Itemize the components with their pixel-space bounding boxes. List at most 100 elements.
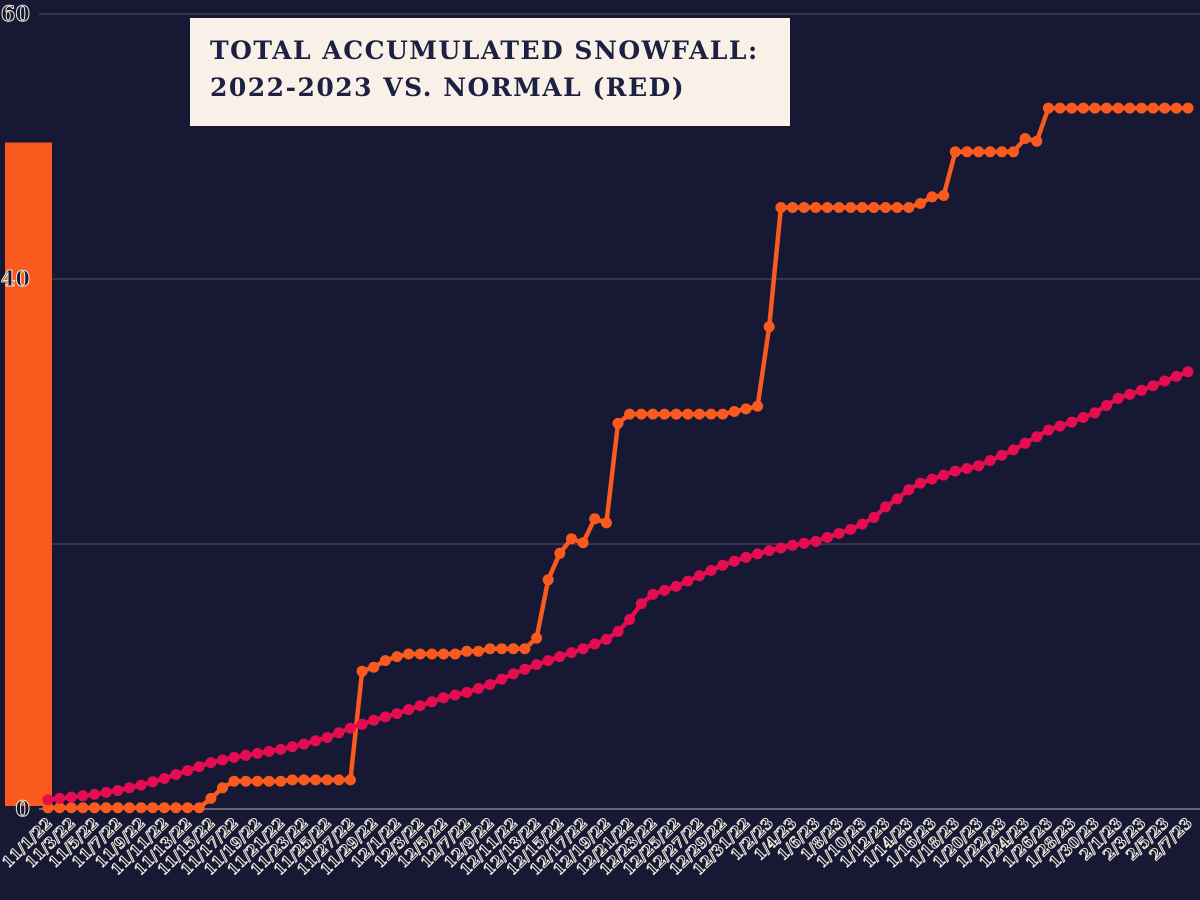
point-normal bbox=[391, 708, 403, 720]
point-normal bbox=[589, 638, 601, 650]
point-actual-2022-2023 bbox=[519, 643, 531, 655]
point-actual-2022-2023 bbox=[1019, 133, 1031, 144]
point-actual-2022-2023 bbox=[996, 146, 1008, 158]
point-normal bbox=[1019, 437, 1031, 449]
point-actual-2022-2023 bbox=[705, 408, 717, 420]
point-actual-2022-2023 bbox=[926, 191, 938, 203]
point-normal bbox=[205, 757, 217, 769]
point-normal bbox=[356, 718, 368, 730]
point-actual-2022-2023 bbox=[1170, 102, 1182, 114]
point-normal bbox=[449, 689, 461, 701]
point-actual-2022-2023 bbox=[1159, 102, 1171, 114]
point-actual-2022-2023 bbox=[333, 774, 345, 786]
point-actual-2022-2023 bbox=[1112, 102, 1124, 114]
point-normal bbox=[1182, 366, 1194, 378]
point-normal bbox=[42, 794, 54, 806]
x-axis-tick-labels: 11/1/2211/3/2211/5/2211/7/2211/9/2211/11… bbox=[0, 814, 1196, 880]
point-actual-2022-2023 bbox=[891, 202, 903, 213]
point-normal bbox=[54, 792, 66, 804]
point-normal bbox=[531, 659, 543, 671]
point-normal bbox=[740, 551, 752, 563]
point-normal bbox=[659, 584, 670, 596]
point-actual-2022-2023 bbox=[449, 648, 461, 660]
point-normal bbox=[880, 501, 892, 513]
point-normal bbox=[251, 747, 263, 759]
point-normal bbox=[1042, 424, 1054, 436]
point-actual-2022-2023 bbox=[984, 146, 996, 158]
point-actual-2022-2023 bbox=[612, 417, 624, 429]
point-actual-2022-2023 bbox=[507, 643, 519, 655]
point-normal bbox=[891, 493, 903, 505]
point-normal bbox=[705, 565, 717, 576]
point-actual-2022-2023 bbox=[914, 198, 926, 209]
chart-title-line1: TOTAL ACCUMULATED SNOWFALL: bbox=[210, 36, 759, 65]
point-actual-2022-2023 bbox=[77, 802, 89, 814]
point-actual-2022-2023 bbox=[903, 202, 915, 213]
point-normal bbox=[752, 548, 764, 560]
point-actual-2022-2023 bbox=[240, 775, 252, 787]
series-normal bbox=[42, 366, 1194, 806]
point-actual-2022-2023 bbox=[740, 403, 752, 415]
point-normal bbox=[775, 542, 787, 554]
point-actual-2022-2023 bbox=[542, 574, 554, 586]
point-normal bbox=[984, 455, 996, 466]
point-normal bbox=[1066, 416, 1078, 428]
point-normal bbox=[240, 749, 252, 761]
point-normal bbox=[926, 473, 938, 485]
point-actual-2022-2023 bbox=[438, 648, 449, 660]
point-actual-2022-2023 bbox=[1182, 102, 1194, 114]
point-actual-2022-2023 bbox=[659, 408, 670, 420]
point-normal bbox=[123, 782, 135, 794]
point-actual-2022-2023 bbox=[54, 802, 66, 814]
point-actual-2022-2023 bbox=[845, 202, 857, 213]
point-normal bbox=[949, 465, 961, 477]
point-actual-2022-2023 bbox=[1031, 135, 1043, 147]
point-actual-2022-2023 bbox=[193, 802, 205, 814]
point-actual-2022-2023 bbox=[147, 802, 159, 814]
point-normal bbox=[321, 732, 333, 743]
point-actual-2022-2023 bbox=[496, 643, 508, 655]
point-normal bbox=[717, 559, 729, 571]
point-actual-2022-2023 bbox=[787, 202, 798, 213]
point-actual-2022-2023 bbox=[379, 655, 391, 667]
point-normal bbox=[763, 545, 775, 557]
point-normal bbox=[996, 449, 1008, 461]
point-actual-2022-2023 bbox=[1124, 102, 1136, 114]
point-actual-2022-2023 bbox=[647, 408, 659, 420]
point-normal bbox=[868, 512, 880, 523]
point-actual-2022-2023 bbox=[670, 408, 682, 420]
point-normal bbox=[624, 614, 636, 625]
point-actual-2022-2023 bbox=[1089, 102, 1101, 114]
point-actual-2022-2023 bbox=[228, 775, 240, 787]
point-actual-2022-2023 bbox=[589, 513, 601, 525]
point-actual-2022-2023 bbox=[205, 792, 217, 804]
point-normal bbox=[193, 761, 205, 773]
point-normal bbox=[263, 745, 275, 757]
series-actual-2022-2023 bbox=[42, 102, 1194, 814]
point-normal bbox=[833, 527, 845, 539]
point-normal bbox=[158, 773, 170, 784]
point-actual-2022-2023 bbox=[728, 406, 740, 417]
point-normal bbox=[310, 735, 322, 747]
point-normal bbox=[845, 523, 857, 535]
point-normal bbox=[275, 743, 287, 755]
point-actual-2022-2023 bbox=[600, 517, 612, 529]
point-actual-2022-2023 bbox=[1147, 102, 1159, 114]
chart-title-box: TOTAL ACCUMULATED SNOWFALL: 2022-2023 VS… bbox=[190, 18, 790, 126]
point-normal bbox=[438, 692, 449, 704]
point-normal bbox=[670, 580, 682, 592]
point-normal bbox=[344, 722, 356, 734]
point-normal bbox=[903, 484, 915, 496]
point-actual-2022-2023 bbox=[938, 190, 950, 201]
point-normal bbox=[507, 668, 519, 680]
point-actual-2022-2023 bbox=[182, 802, 194, 814]
point-normal bbox=[298, 738, 310, 750]
point-actual-2022-2023 bbox=[286, 774, 298, 786]
point-normal bbox=[77, 790, 89, 802]
point-actual-2022-2023 bbox=[391, 651, 403, 663]
point-actual-2022-2023 bbox=[531, 632, 543, 644]
y-tick-label: 40 bbox=[1, 266, 30, 291]
point-normal bbox=[787, 539, 798, 551]
